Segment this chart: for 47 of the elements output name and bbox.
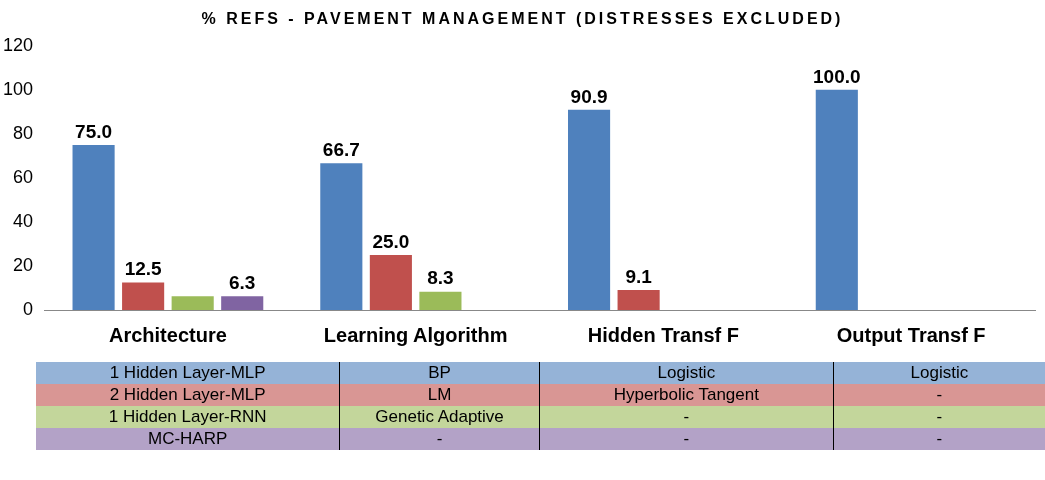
data-label: 8.3 bbox=[427, 267, 454, 289]
text: - bbox=[935, 428, 944, 450]
text: - bbox=[539, 428, 834, 450]
text: 1 Hidden Layer-MLP bbox=[36, 362, 340, 384]
bar bbox=[815, 89, 858, 310]
text: - bbox=[935, 406, 944, 428]
bar bbox=[419, 291, 462, 310]
text: LM bbox=[339, 384, 540, 406]
data-label: 100.0 bbox=[813, 65, 861, 87]
text: 1 Hidden Layer-RNN bbox=[36, 406, 340, 428]
bar bbox=[122, 282, 165, 310]
x-tick-label: Learning Algorithm bbox=[323, 323, 508, 346]
text: - bbox=[539, 406, 834, 428]
bar bbox=[221, 296, 264, 310]
text: Logistic bbox=[539, 362, 834, 384]
y-tick-label: 60 bbox=[13, 166, 34, 187]
text: BP bbox=[339, 362, 540, 384]
data-label: 90.9 bbox=[570, 85, 608, 107]
text: Logistic bbox=[909, 362, 970, 384]
y-tick-label: 20 bbox=[13, 254, 34, 275]
bar bbox=[568, 109, 611, 310]
x-tick-label: Architecture bbox=[109, 323, 227, 346]
bar bbox=[369, 254, 412, 310]
bar bbox=[171, 296, 214, 310]
text: - bbox=[339, 428, 540, 450]
bar bbox=[617, 289, 660, 310]
y-tick-label: 0 bbox=[23, 298, 34, 319]
data-label: 66.7 bbox=[322, 138, 360, 160]
text: 2 Hidden Layer-MLP bbox=[36, 384, 340, 406]
data-label: 12.5 bbox=[124, 258, 163, 280]
data-label: 6.3 bbox=[229, 271, 256, 293]
chart-title: % REFS - PAVEMENT MANAGEMENT (DISTRESSES EXCLUDED) bbox=[200, 9, 845, 29]
data-label: 75.0 bbox=[75, 120, 113, 142]
data-label: 9.1 bbox=[625, 265, 653, 287]
text: Hyperbolic Tangent bbox=[539, 384, 834, 406]
y-tick-label: 120 bbox=[2, 34, 34, 55]
text: Genetic Adaptive bbox=[339, 406, 540, 428]
x-tick-label: Hidden Transf F bbox=[587, 323, 739, 346]
y-tick-label: 80 bbox=[13, 122, 34, 143]
text: - bbox=[935, 384, 944, 406]
y-tick-label: 40 bbox=[13, 210, 34, 231]
x-tick-label: Output Transf F bbox=[836, 323, 986, 346]
bar bbox=[72, 144, 115, 310]
data-label: 25.0 bbox=[372, 230, 410, 252]
bar bbox=[320, 163, 363, 310]
text: MC-HARP bbox=[36, 428, 340, 450]
y-tick-label: 100 bbox=[2, 78, 34, 99]
